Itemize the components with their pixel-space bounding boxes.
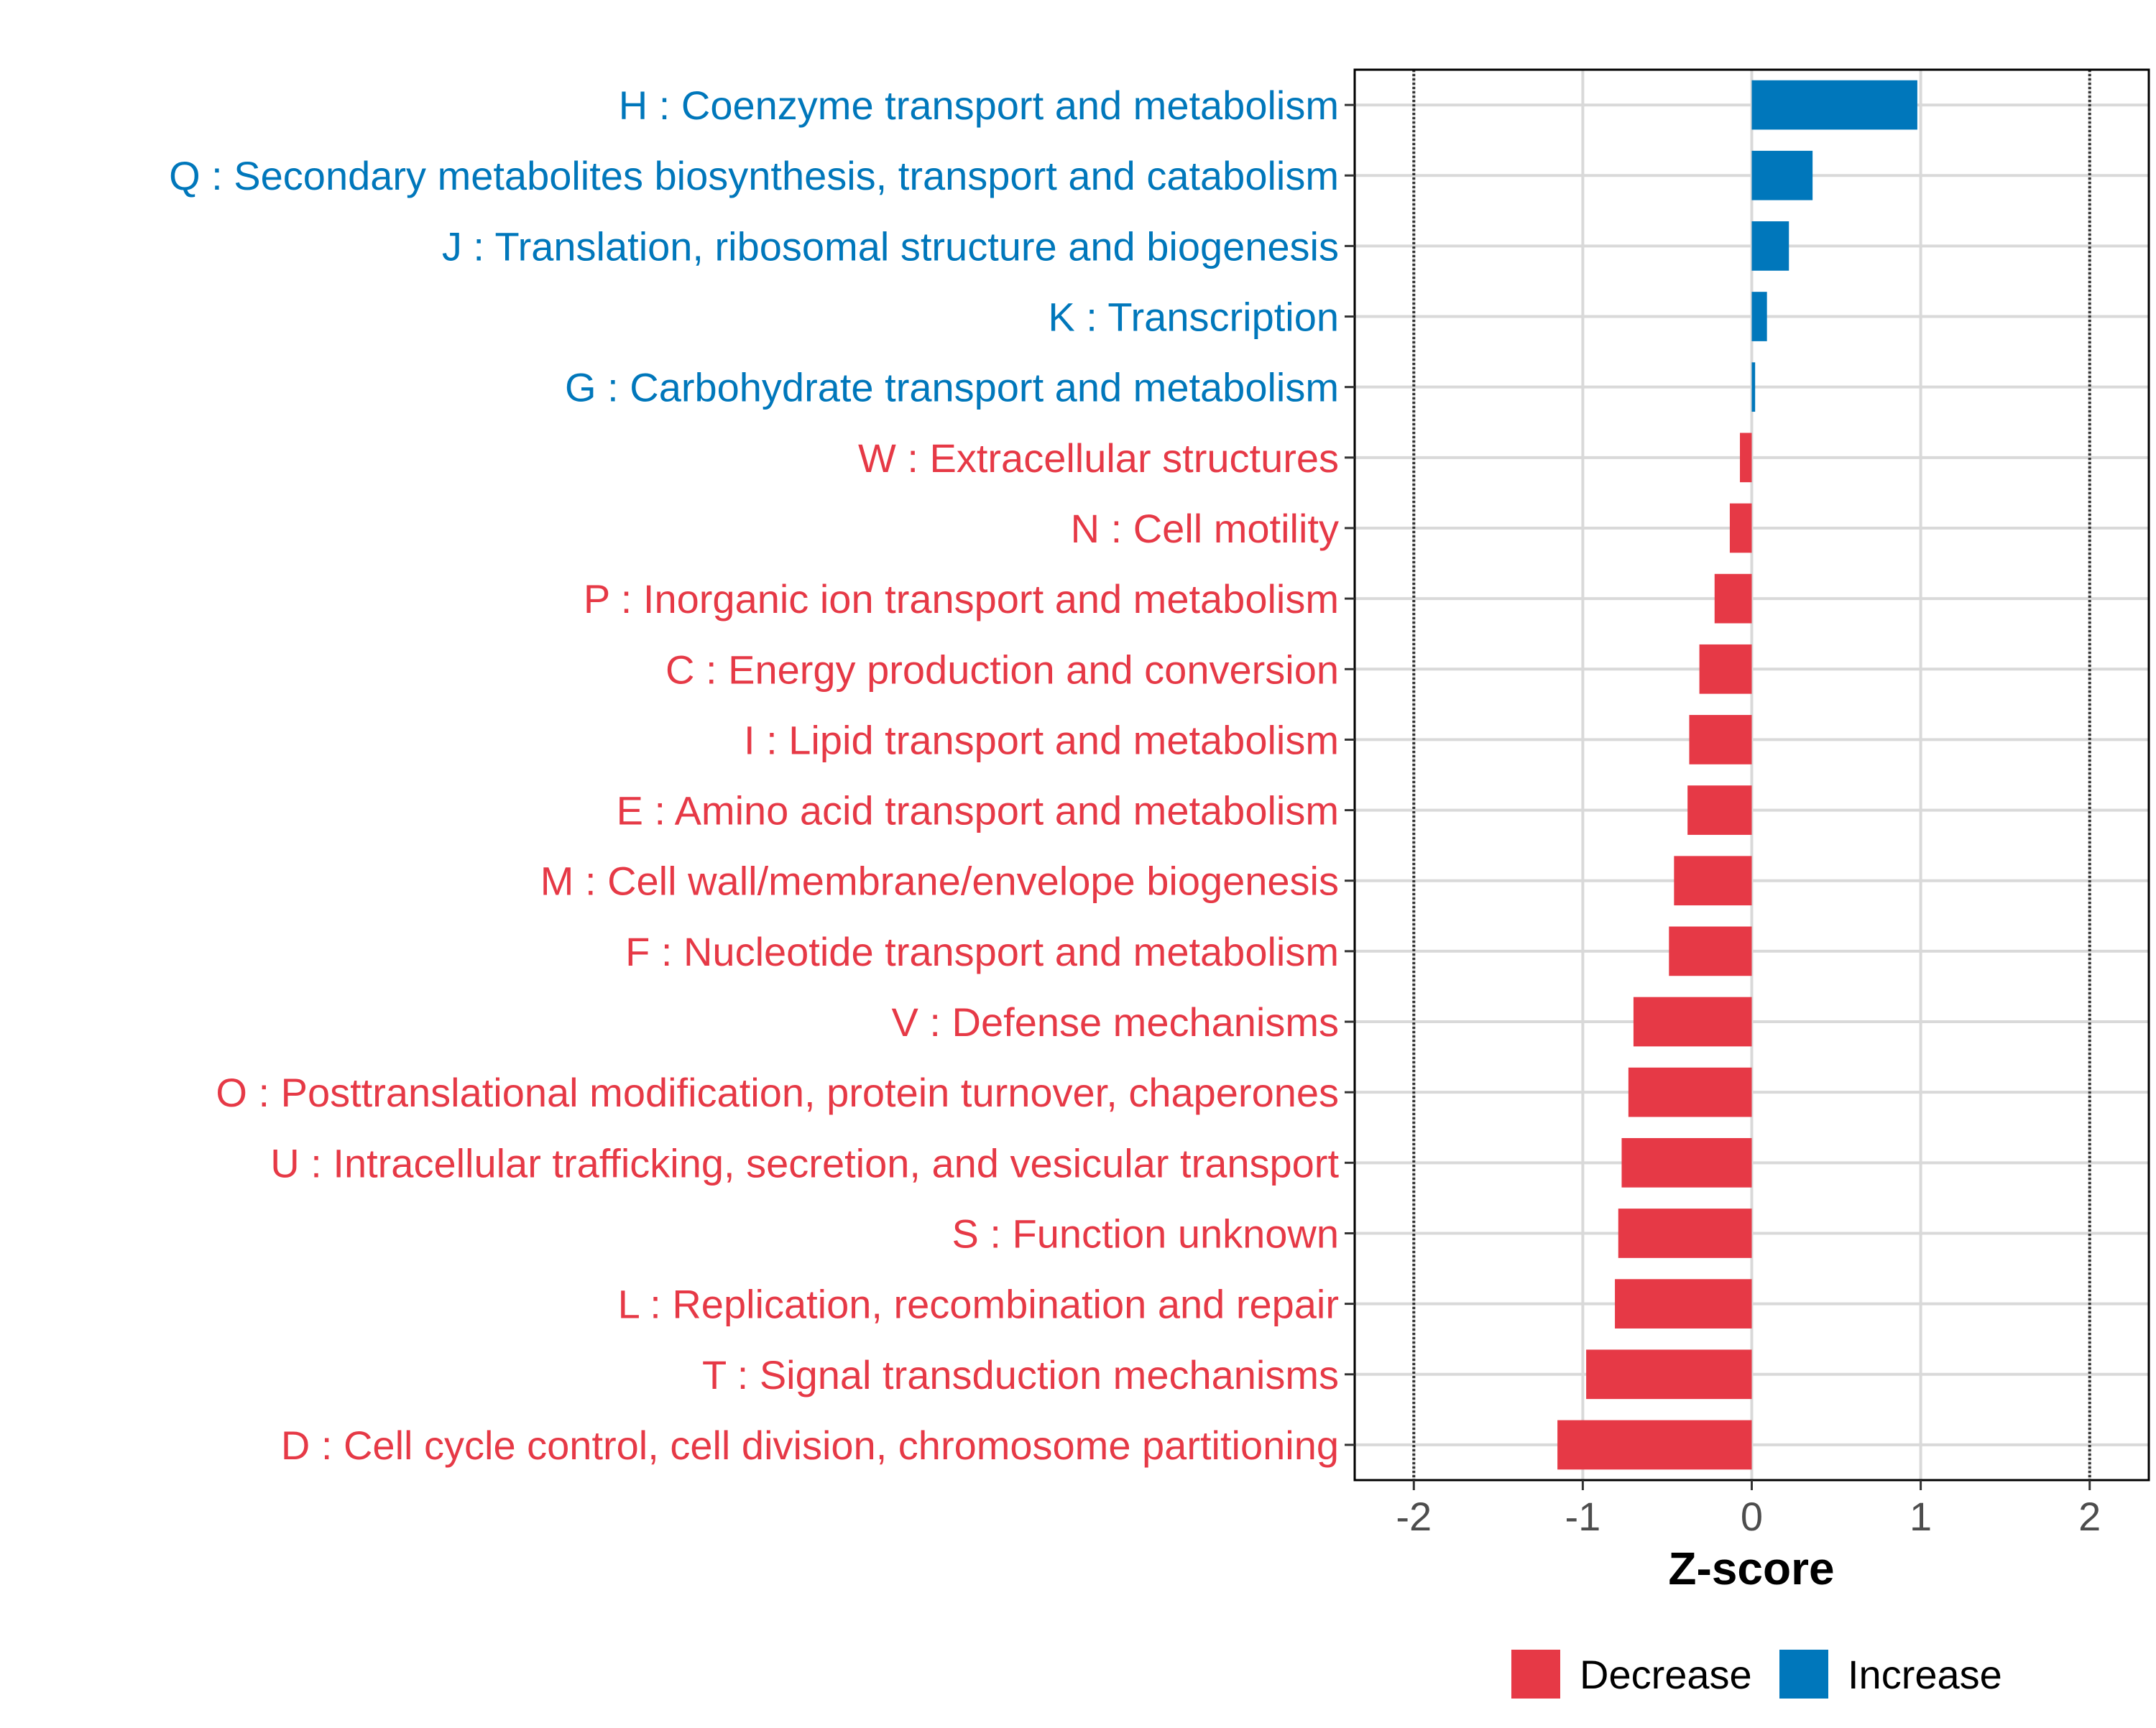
bar bbox=[1633, 997, 1752, 1047]
category-label: C : Energy production and conversion bbox=[665, 647, 1339, 692]
x-tick-label: -2 bbox=[1396, 1494, 1432, 1539]
legend-swatch bbox=[1511, 1650, 1560, 1699]
x-axis-ticks bbox=[1412, 1480, 2091, 1490]
x-tick-label: 2 bbox=[2078, 1494, 2101, 1539]
y-axis-tick-labels: H : Coenzyme transport and metabolism Q :… bbox=[169, 83, 1339, 1468]
bar bbox=[1751, 150, 1813, 200]
bar bbox=[1751, 362, 1756, 412]
bars bbox=[1557, 80, 1917, 1470]
x-tick-label: 0 bbox=[1741, 1494, 1763, 1539]
x-tick-label: -1 bbox=[1565, 1494, 1600, 1539]
category-label: O : Posttranslational modification, prot… bbox=[216, 1070, 1339, 1115]
bar bbox=[1615, 1279, 1752, 1329]
legend-label: Increase bbox=[1848, 1652, 2002, 1697]
category-label: Q : Secondary metabolites biosynthesis, … bbox=[169, 153, 1339, 198]
bar bbox=[1628, 1067, 1752, 1117]
bar bbox=[1699, 644, 1752, 694]
category-label: J : Translation, ribosomal structure and… bbox=[442, 223, 1339, 269]
category-label: T : Signal transduction mechanisms bbox=[702, 1352, 1339, 1397]
bar bbox=[1687, 785, 1752, 835]
bar bbox=[1674, 856, 1752, 906]
bar bbox=[1751, 80, 1917, 130]
category-label: U : Intracellular trafficking, secretion… bbox=[270, 1140, 1339, 1186]
bar bbox=[1669, 926, 1752, 976]
bar bbox=[1557, 1420, 1752, 1470]
category-label: D : Cell cycle control, cell division, c… bbox=[281, 1423, 1339, 1468]
category-label: H : Coenzyme transport and metabolism bbox=[619, 83, 1339, 128]
y-axis-ticks bbox=[1345, 103, 1355, 1446]
legend: Decrease Increase bbox=[1511, 1650, 2002, 1699]
category-label: S : Function unknown bbox=[952, 1211, 1339, 1256]
bar bbox=[1621, 1137, 1752, 1188]
category-label: K : Transcription bbox=[1048, 295, 1339, 340]
bar bbox=[1751, 292, 1767, 341]
category-label: I : Lipid transport and metabolism bbox=[744, 717, 1339, 762]
category-label: L : Replication, recombination and repai… bbox=[618, 1282, 1339, 1327]
category-label: F : Nucleotide transport and metabolism bbox=[625, 929, 1339, 974]
bar bbox=[1740, 433, 1752, 483]
category-label: G : Carbohydrate transport and metabolis… bbox=[565, 365, 1339, 410]
x-axis-tick-labels: -2 -1 0 1 2 bbox=[1396, 1494, 2101, 1539]
category-label: V : Defense mechanisms bbox=[892, 999, 1339, 1045]
x-tick-label: 1 bbox=[1909, 1494, 1932, 1539]
legend-label: Decrease bbox=[1580, 1652, 1752, 1697]
bar bbox=[1689, 715, 1752, 764]
bar bbox=[1618, 1209, 1752, 1258]
category-label: N : Cell motility bbox=[1071, 506, 1339, 551]
category-label: W : Extracellular structures bbox=[858, 435, 1339, 481]
category-label: P : Inorganic ion transport and metaboli… bbox=[584, 576, 1339, 622]
bar bbox=[1751, 221, 1789, 271]
bar bbox=[1714, 573, 1752, 624]
x-axis-title: Z-score bbox=[1668, 1543, 1834, 1594]
category-label: E : Amino acid transport and metabolism bbox=[617, 788, 1339, 833]
bar bbox=[1586, 1349, 1752, 1400]
bar bbox=[1729, 503, 1752, 553]
category-label: M : Cell wall/membrane/envelope biogenes… bbox=[540, 859, 1339, 904]
legend-swatch bbox=[1779, 1650, 1828, 1699]
